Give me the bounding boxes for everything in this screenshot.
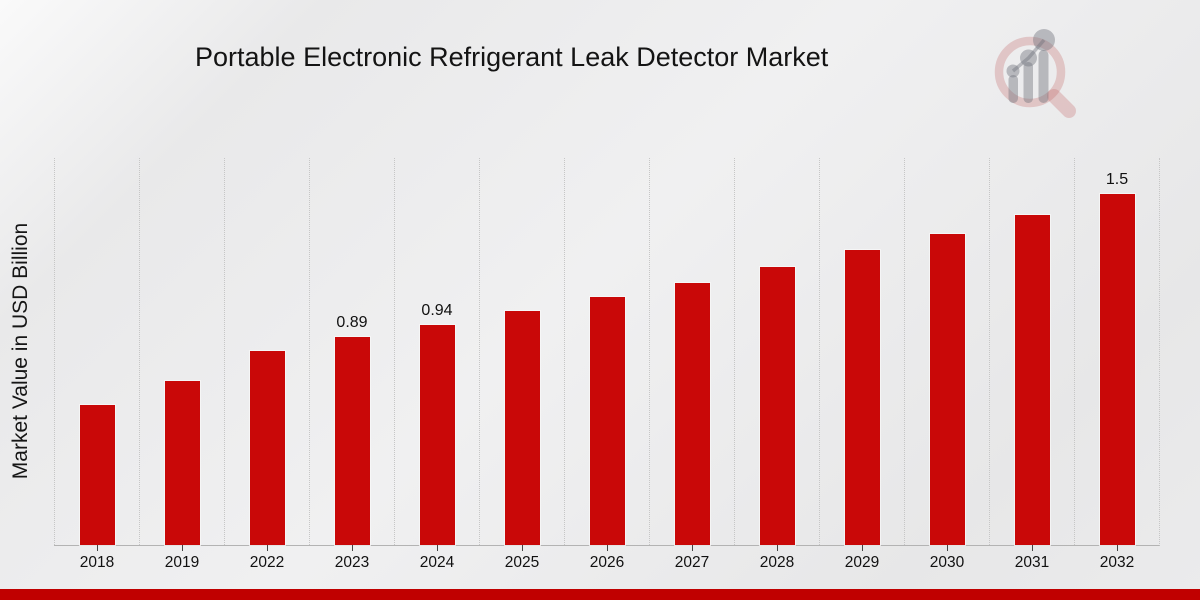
x-axis-label: 2023 [334,554,370,571]
bar-2028 [759,266,795,545]
x-axis-tick [522,545,523,551]
bar-2031 [1014,215,1050,545]
x-axis-label: 2028 [759,554,795,571]
x-axis-label: 2027 [674,554,710,571]
bar-value-label: 0.89 [336,313,368,331]
category-cell: 0.94 2024 [394,158,479,571]
plot-area: 2018 2019 2022 0.89 2023 0.94 2024 2025 … [54,158,1160,571]
trend-bars-icon [1006,29,1055,103]
chart-title: Portable Electronic Refrigerant Leak Det… [195,42,829,72]
x-axis-tick [1032,545,1033,551]
x-axis-label: 2024 [419,554,455,571]
category-cell: 1.5 2032 [1074,158,1159,571]
x-axis-label: 2032 [1099,554,1135,571]
y-axis-title: Market Value in USD Billion [9,222,32,480]
category-cell: 2028 [734,158,819,571]
magnifier-bar-chart-logo [994,29,1076,118]
bar-2022 [249,350,285,545]
x-axis-label: 2025 [504,554,540,571]
bar-2029 [844,250,880,545]
category-cell: 2022 [224,158,309,571]
x-axis-tick [777,545,778,551]
bar-2023 [334,336,370,545]
bar-2027 [674,283,710,545]
bar-2025 [504,311,540,545]
bar-2024 [419,325,455,545]
bar-2018 [79,404,115,545]
category-cell: 2029 [819,158,904,571]
category-cell: 2027 [649,158,734,571]
x-axis-tick [862,545,863,551]
x-axis-tick [1117,545,1118,551]
x-axis-label: 2029 [844,554,880,571]
category-cell: 2030 [904,158,989,571]
category-cell: 2018 [54,158,139,571]
x-axis-label: 2019 [164,554,200,571]
x-axis-label: 2026 [589,554,625,571]
x-axis-tick [947,545,948,551]
bar-2019 [164,381,200,545]
category-cell: 2019 [139,158,224,571]
x-axis-tick [97,545,98,551]
category-cell: 2026 [564,158,649,571]
x-axis-label: 2018 [79,554,115,571]
x-axis-tick [437,545,438,551]
bar-2032 [1099,194,1135,545]
magnifier-icon [994,36,1076,118]
x-axis-label: 2022 [249,554,285,571]
x-axis-tick [352,545,353,551]
x-axis-label: 2031 [1014,554,1050,571]
x-axis-tick [182,545,183,551]
bar-value-label: 1.5 [1105,171,1129,189]
x-axis-tick [267,545,268,551]
category-cell: 2031 [989,158,1074,571]
x-axis-tick [692,545,693,551]
x-axis-label: 2030 [929,554,965,571]
category-cell: 0.89 2023 [309,158,394,571]
bar-2030 [929,234,965,545]
category-cell: 2025 [479,158,564,571]
bar-2026 [589,297,625,545]
x-axis-tick [607,545,608,551]
bar-value-label: 0.94 [421,302,453,320]
footer-accent-bar [0,589,1200,600]
